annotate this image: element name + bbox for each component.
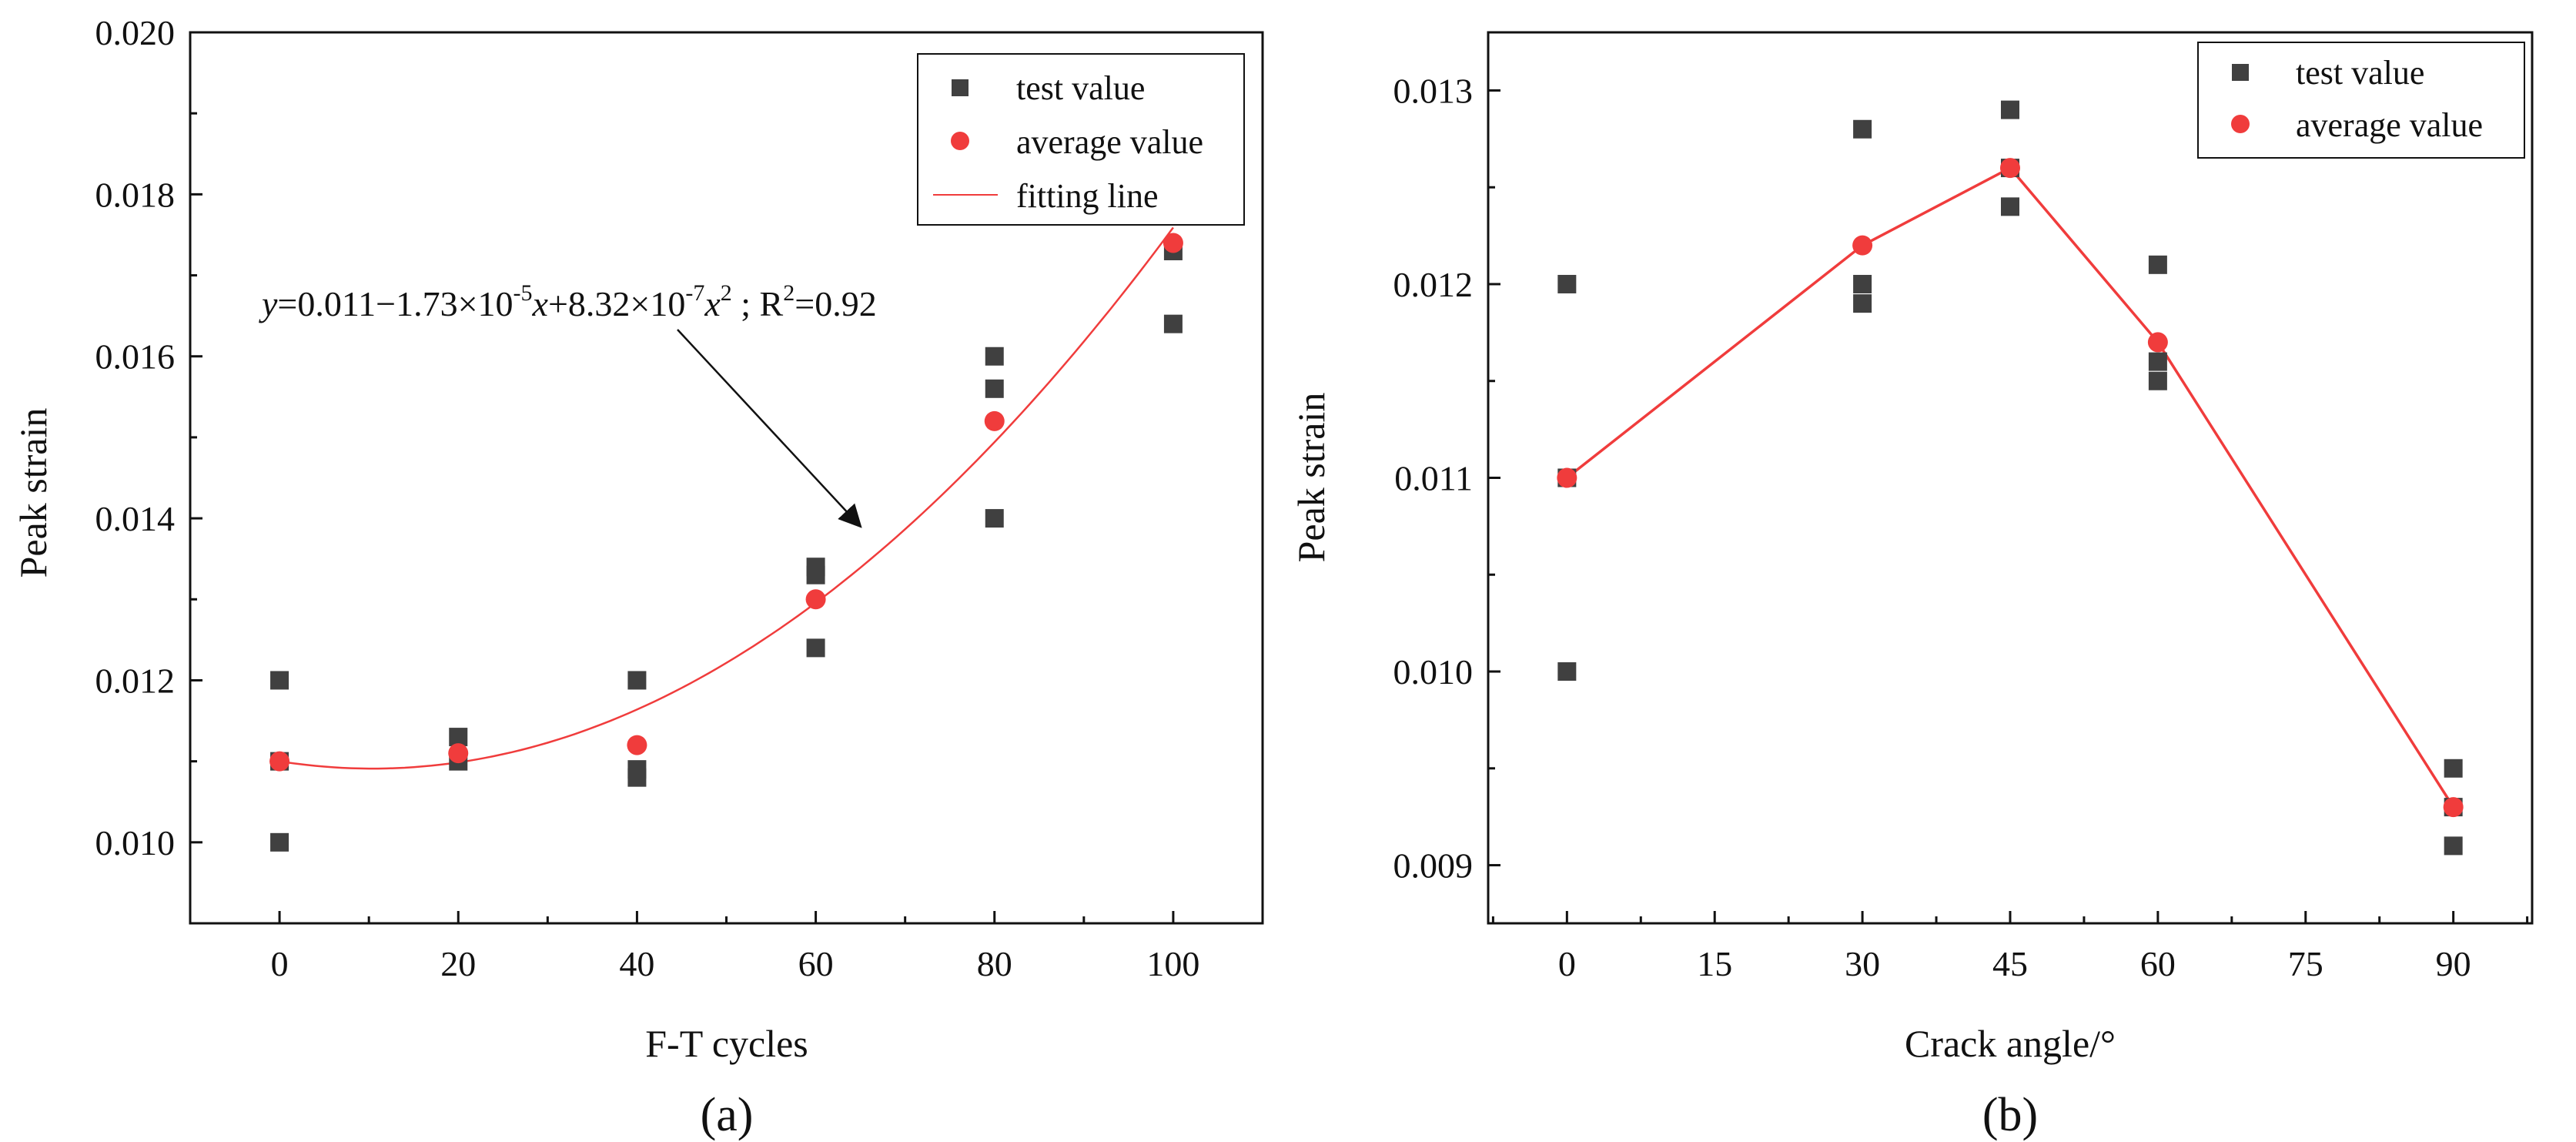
x-tick-label: 30 bbox=[1845, 944, 1880, 983]
y-tick-label: 0.009 bbox=[1393, 846, 1474, 886]
legend-box-a bbox=[917, 53, 1245, 226]
legend-marker-average-a bbox=[951, 132, 969, 150]
fit-equation: y=0.011−1.73×10-5x+8.32×10-7x2 ; R2=0.92 bbox=[259, 280, 877, 323]
y-tick-label: 0.014 bbox=[95, 499, 176, 538]
x-tick-label: 60 bbox=[2140, 944, 2176, 983]
test-value-marker bbox=[1557, 274, 1577, 293]
x-tick-label: 0 bbox=[271, 944, 289, 983]
y-tick-label: 0.011 bbox=[1394, 459, 1473, 498]
legend-box-b bbox=[2197, 42, 2525, 159]
y-tick-label: 0.020 bbox=[95, 13, 176, 52]
test-value-marker bbox=[985, 347, 1004, 366]
x-axis-title-a: F-T cycles bbox=[645, 1022, 808, 1065]
x-tick-label: 20 bbox=[440, 944, 476, 983]
test-value-marker bbox=[1853, 119, 1872, 139]
average-value-markers-b bbox=[1557, 158, 2464, 818]
legend-label-test-a: test value bbox=[1016, 69, 1145, 107]
test-value-marker bbox=[2001, 197, 2019, 216]
average-value-marker bbox=[2000, 158, 2020, 179]
test-value-marker bbox=[2444, 759, 2463, 778]
average-value-marker bbox=[1163, 233, 1183, 253]
legend-label-fit-a: fitting line bbox=[1016, 177, 1159, 215]
annotation-arrow bbox=[677, 329, 862, 528]
average-value-marker bbox=[269, 751, 290, 772]
x-tick-label: 90 bbox=[2436, 944, 2471, 983]
legend-marker-test-b bbox=[2232, 64, 2249, 81]
average-value-marker bbox=[1852, 235, 1873, 256]
test-value-marker bbox=[627, 671, 647, 690]
test-value-marker bbox=[270, 671, 289, 690]
x-tick-label: 75 bbox=[2288, 944, 2323, 983]
test-value-markers-b bbox=[1557, 100, 2463, 856]
panel-label-a: (a) bbox=[701, 1089, 754, 1141]
y-axis-title-b: Peak strain bbox=[1290, 393, 1333, 563]
y-tick-label: 0.012 bbox=[1393, 265, 1474, 304]
panel-label-b: (b) bbox=[1982, 1089, 2038, 1141]
tick-group-b: 0 15 30 45 60 75 90 0.009 0.010 0.011 0.012 0.013 bbox=[1393, 71, 2529, 983]
average-value-marker bbox=[1557, 467, 1577, 488]
x-tick-label: 80 bbox=[977, 944, 1012, 983]
test-value-marker bbox=[985, 509, 1004, 528]
average-value-marker bbox=[984, 410, 1005, 431]
test-value-marker bbox=[806, 638, 825, 658]
test-value-markers-a bbox=[270, 241, 1183, 852]
test-value-marker bbox=[1163, 314, 1183, 333]
y-tick-label: 0.013 bbox=[1393, 71, 1474, 110]
test-value-marker bbox=[2148, 371, 2167, 390]
x-tick-label: 60 bbox=[798, 944, 834, 983]
average-value-marker bbox=[627, 735, 647, 755]
test-value-marker bbox=[1853, 274, 1872, 293]
legend-marker-test-a bbox=[952, 79, 969, 96]
average-value-marker bbox=[805, 589, 826, 610]
legend-a: test value average value fitting line bbox=[917, 53, 1245, 226]
chart-panel-a: 0 20 40 60 80 100 0.010 0.012 0.014 0.016 0.018 0.0… bbox=[12, 13, 1264, 1141]
legend-label-average-b: average value bbox=[2296, 106, 2483, 144]
legend-label-test-b: test value bbox=[2296, 54, 2424, 92]
y-tick-label: 0.010 bbox=[1393, 652, 1474, 692]
x-tick-label: 40 bbox=[619, 944, 654, 983]
chart-panel-b: 0 15 30 45 60 75 90 0.009 0.010 0.011 0.012 0.013 C… bbox=[1290, 31, 2534, 1141]
test-value-marker bbox=[2148, 255, 2167, 274]
legend-marker-average-b bbox=[2231, 115, 2250, 133]
average-line bbox=[1566, 166, 2455, 809]
average-value-marker bbox=[448, 743, 469, 764]
legend-label-average-a: average value bbox=[1016, 123, 1203, 161]
average-value-marker bbox=[2147, 332, 2168, 353]
test-value-marker bbox=[2444, 836, 2463, 856]
test-value-marker bbox=[806, 565, 825, 584]
fitting-curve bbox=[279, 226, 1174, 770]
test-value-marker bbox=[449, 728, 468, 747]
y-axis-title-a: Peak strain bbox=[12, 408, 55, 578]
y-tick-label: 0.010 bbox=[95, 823, 176, 862]
test-value-marker bbox=[270, 832, 289, 852]
legend-b: test value average value bbox=[2197, 42, 2525, 159]
x-tick-label: 100 bbox=[1146, 944, 1199, 983]
fit-line-group-a bbox=[279, 226, 1174, 770]
test-value-marker bbox=[2001, 100, 2019, 119]
average-line-group-b bbox=[1566, 166, 2455, 809]
average-value-marker bbox=[2443, 797, 2464, 818]
test-value-marker bbox=[1853, 294, 1872, 313]
y-tick-label: 0.012 bbox=[95, 661, 176, 700]
tick-group-a: 0 20 40 60 80 100 0.010 0.012 0.014 0.016 0.018 0.0… bbox=[95, 13, 1200, 983]
x-tick-label: 0 bbox=[1558, 944, 1576, 983]
test-value-marker bbox=[1557, 662, 1577, 682]
average-value-markers-a bbox=[269, 233, 1183, 772]
y-tick-label: 0.016 bbox=[95, 337, 176, 377]
x-axis-title-b: Crack angle/° bbox=[1905, 1022, 2116, 1065]
test-value-marker bbox=[985, 379, 1004, 398]
x-tick-label: 45 bbox=[1992, 944, 2028, 983]
x-tick-label: 15 bbox=[1697, 944, 1732, 983]
y-tick-label: 0.018 bbox=[95, 175, 176, 214]
test-value-marker bbox=[2148, 352, 2167, 371]
test-value-marker bbox=[627, 768, 647, 787]
